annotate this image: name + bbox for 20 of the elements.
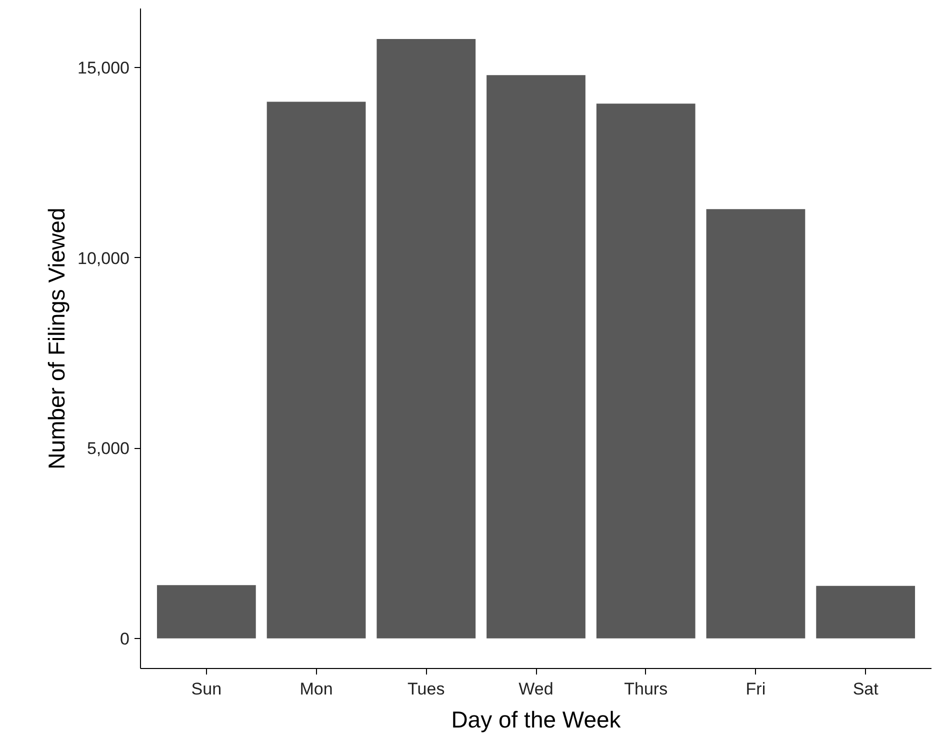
y-tick-label: 5,000 [86,439,130,458]
x-tick-label: Sat [852,680,879,698]
bar [266,102,366,638]
bar [596,104,696,638]
bar [156,585,256,638]
x-tick-label: Wed [518,680,554,698]
x-tick-label: Sun [191,680,222,698]
bar [486,75,586,638]
x-tick-label: Fri [746,680,766,698]
y-tick-label: 0 [120,629,130,648]
y-axis-title: Number of Filings Viewed [44,208,70,470]
x-tick-label: Thurs [624,680,668,698]
y-tick-label: 15,000 [78,58,130,78]
bar [816,586,916,638]
bar [376,38,476,638]
x-tick-label: Tues [408,680,445,698]
x-axis-title: Day of the Week [451,706,622,732]
bar [706,209,806,638]
y-tick-label: 10,000 [78,248,130,268]
x-tick-label: Mon [300,680,333,698]
